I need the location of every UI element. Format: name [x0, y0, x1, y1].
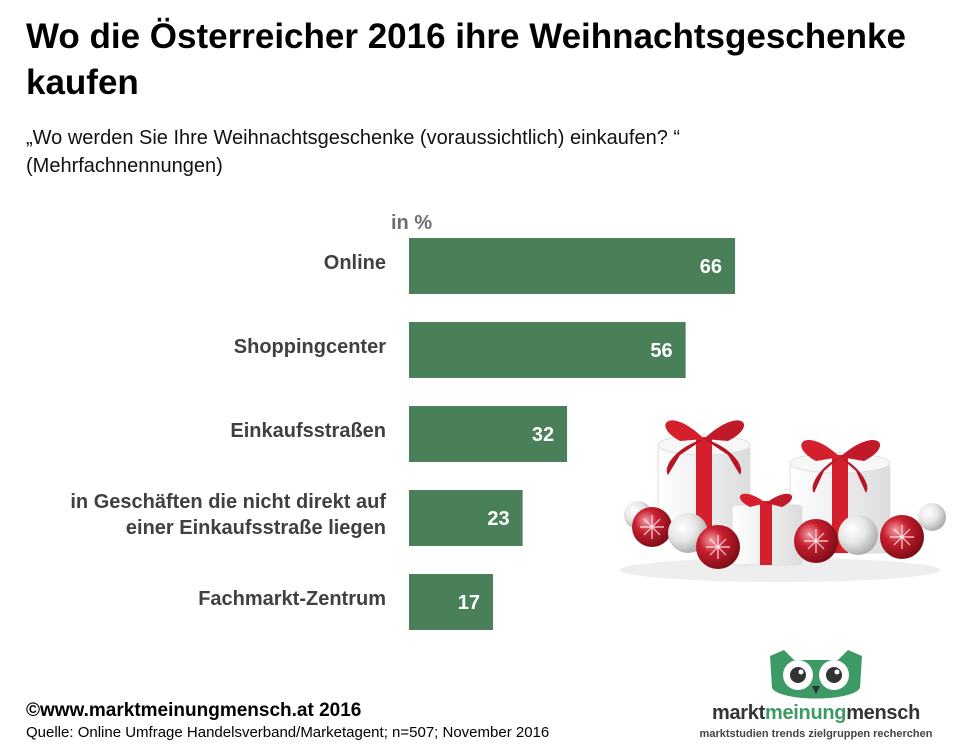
- logo-wordmark: marktmeinungmensch: [696, 702, 936, 725]
- bar-value-label-2: 32: [532, 424, 554, 446]
- copyright-text: ©www.marktmeinungmensch.at 2016: [26, 700, 362, 721]
- category-label-line: Fachmarkt-Zentrum: [198, 588, 386, 610]
- subtitle-note: (Mehrfachnennungen): [26, 155, 223, 177]
- logo-tagline: marktstudien trends zielgruppen recherch…: [699, 728, 933, 740]
- category-label-line: in Geschäften die nicht direkt auf: [70, 491, 386, 513]
- category-label-line: Online: [323, 252, 386, 274]
- category-label-2: Einkaufsstraßen: [230, 418, 386, 444]
- source-text: Quelle: Online Umfrage Handelsverband/Ma…: [26, 724, 550, 741]
- logo-word-meinung: meinung: [764, 702, 847, 724]
- category-label-3: in Geschäften die nicht direkt auf einer …: [70, 489, 386, 541]
- category-label-1: Shoppingcenter: [234, 334, 386, 360]
- category-label-line: einer Einkaufsstraße liegen: [125, 517, 386, 539]
- bar-1: [409, 322, 686, 378]
- chart-title: Wo die Österreicher 2016 ihre Weihnachts…: [26, 17, 906, 102]
- subtitle-question: „Wo werden Sie Ihre Weihnachtsgeschenke …: [26, 127, 681, 149]
- category-label-0: Online: [324, 250, 386, 276]
- bar-3: [409, 490, 523, 546]
- category-label-4: Fachmarkt-Zentrum: [198, 586, 386, 612]
- bar-value-label-1: 56: [650, 340, 672, 362]
- bar-value-label-4: 17: [458, 592, 480, 614]
- category-label-line: Shoppingcenter: [233, 336, 386, 358]
- chart-subtitle: „Wo werden Sie Ihre Weihnachtsgeschenke …: [26, 124, 926, 180]
- christmas-gifts-icon: [620, 420, 946, 582]
- bar-0: [409, 238, 736, 294]
- logo-word-markt: markt: [711, 702, 765, 724]
- bar-value-label-0: 66: [700, 256, 722, 278]
- brand-logo: marktmeinungmensch marktstudien trends z…: [696, 648, 936, 748]
- logo-word-mensch: mensch: [846, 702, 920, 724]
- bar-2: [409, 406, 568, 462]
- bar-value-label-3: 23: [487, 508, 509, 530]
- unit-label: in %: [391, 212, 433, 234]
- bar-4: [409, 574, 493, 630]
- category-label-line: Einkaufsstraßen: [230, 420, 386, 442]
- owl-icon: [770, 650, 862, 699]
